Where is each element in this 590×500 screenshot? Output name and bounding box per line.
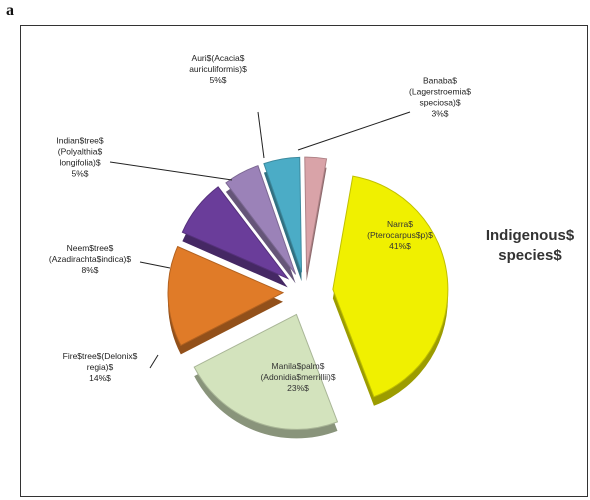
slice-label-line: Banaba$ xyxy=(423,76,457,86)
slice-label: Manila$palm$ (Adonidia$merrillii)$ 23%$ xyxy=(260,361,335,393)
leader-line xyxy=(297,111,411,151)
slice-label-line: 3%$ xyxy=(431,109,448,119)
pie-slice xyxy=(193,313,339,430)
pie-slice xyxy=(167,245,285,347)
slice-label-line: (Lagerstroemia$ xyxy=(409,87,471,97)
slice-label-line: Indian$tree$ xyxy=(56,136,104,146)
slice-label-line: Auri$(Acacia$ xyxy=(192,53,245,63)
slice-label-line: 41%$ xyxy=(389,241,411,251)
slice-label-line: 23%$ xyxy=(287,383,309,393)
pie-slice xyxy=(225,165,297,275)
slice-label: Banaba$ (Lagerstroemia$ speciosa)$ 3%$ xyxy=(409,76,471,119)
slice-label-line: Fire$tree$(Delonix$ xyxy=(63,351,138,361)
slice-label-line: Narra$ xyxy=(387,219,413,229)
slice-label-line: auriculiformis)$ xyxy=(189,64,247,74)
slice-label: Narra$ (Pterocarpus$p)$ 41%$ xyxy=(367,219,433,251)
slice-label-line: (Azadirachta$indica)$ xyxy=(49,254,131,264)
side-label-line: Indigenous$ xyxy=(486,227,575,244)
slice-label-line: regia)$ xyxy=(87,362,114,372)
slice-label-line: speciosa)$ xyxy=(419,98,460,108)
slice-label-line: (Polyalthia$ xyxy=(58,147,103,157)
slice-label-line: 14%$ xyxy=(89,373,111,383)
leader-line xyxy=(257,111,265,159)
slice-label-line: 8%$ xyxy=(81,265,98,275)
pie-slice xyxy=(263,156,303,273)
slice-label: Auri$(Acacia$ auriculiformis)$ 5%$ xyxy=(189,53,247,85)
slice-label-line: 5%$ xyxy=(71,169,88,179)
pie-slice xyxy=(304,156,328,273)
slice-label-line: (Pterocarpus$p)$ xyxy=(367,230,433,240)
side-label: Indigenous$ species$ xyxy=(486,227,575,264)
slice-label-line: Manila$palm$ xyxy=(272,361,325,371)
slice-label-line: longifolia)$ xyxy=(59,158,100,168)
leader-line xyxy=(139,261,171,269)
slice-label-line: 5%$ xyxy=(209,75,226,85)
slice-label-line: Neem$tree$ xyxy=(67,243,114,253)
side-label-line: species$ xyxy=(498,247,562,264)
slice-label: Neem$tree$ (Azadirachta$indica)$ 8%$ xyxy=(49,243,131,275)
pie-slice xyxy=(332,175,449,398)
pie-slice xyxy=(181,186,290,280)
slice-label-line: (Adonidia$merrillii)$ xyxy=(260,372,335,382)
leader-line xyxy=(149,354,159,369)
leader-line xyxy=(109,161,233,181)
slice-label: Indian$tree$ (Polyalthia$ longifolia)$ 5%$ xyxy=(56,136,104,179)
slice-label: Fire$tree$(Delonix$ regia)$ 14%$ xyxy=(63,351,138,383)
panel-label: a xyxy=(6,2,14,19)
